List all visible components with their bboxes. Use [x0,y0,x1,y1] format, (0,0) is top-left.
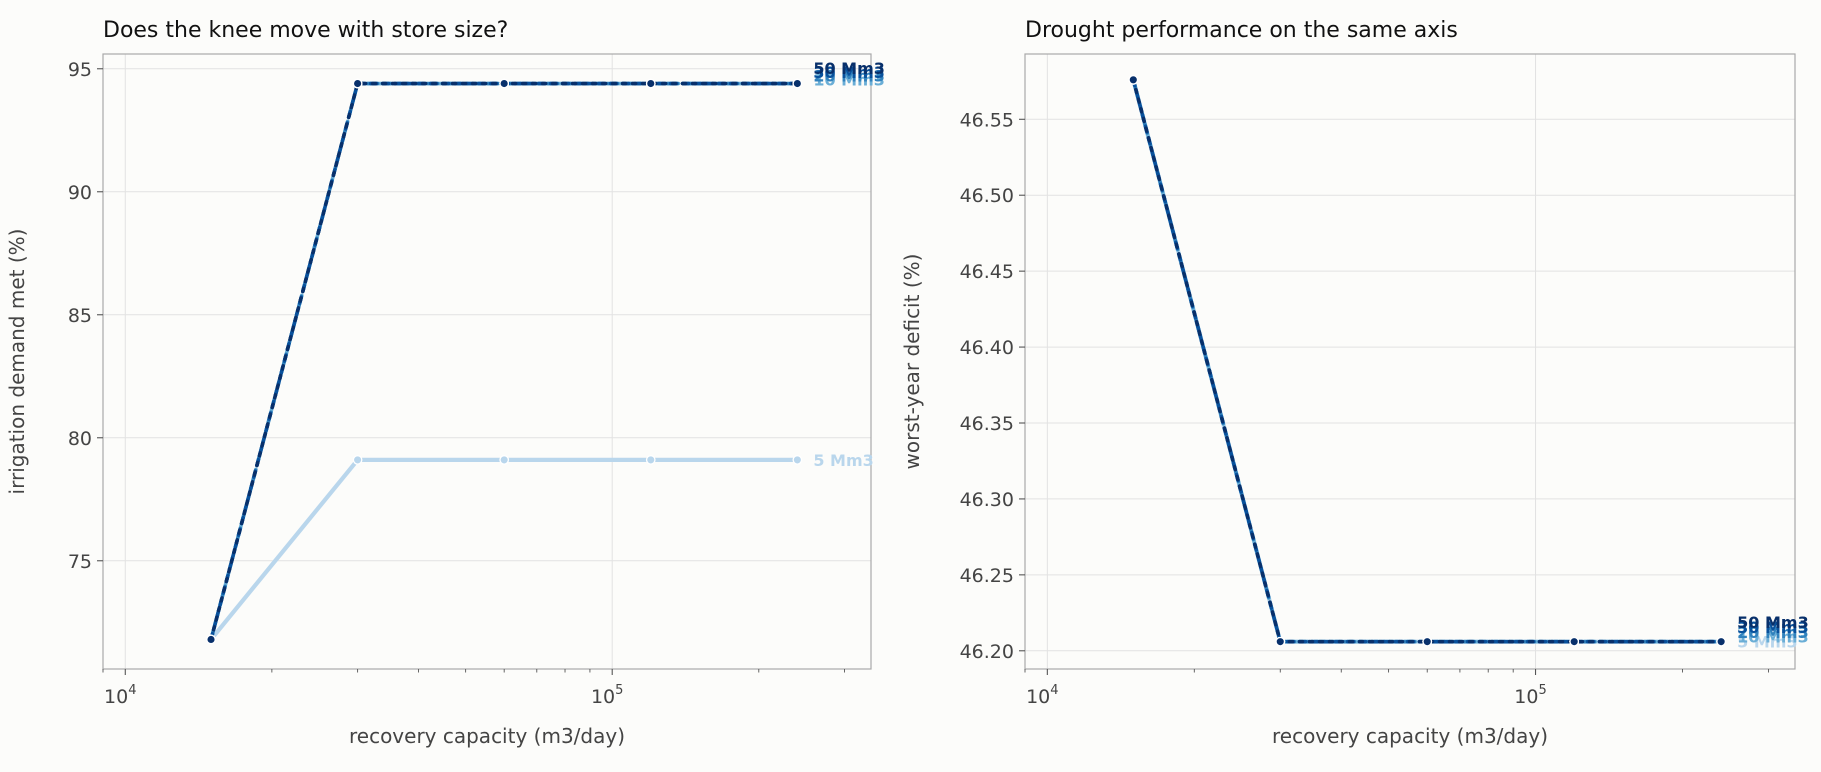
data-point [1275,636,1286,647]
series-line-50-mm3 [1131,78,1723,644]
y-axis-label: irrigation demand met (%) [5,229,29,495]
series-label: 10 Mm3 [1737,628,1809,647]
chart-panel-drought: 46.20 46.25 46.30 46.35 46.40 46.45 46.50 46.55… [900,18,1809,748]
x-tick-label: 104 [104,683,136,708]
y-tick-label: 46.40 [960,337,1014,359]
data-point [792,78,803,89]
x-tick-label: 105 [591,683,623,708]
data-point [645,78,656,89]
y-tick-label: 75 [68,551,92,573]
y-tick-label: 46.25 [960,565,1014,587]
x-axis: 104 105 [102,669,845,708]
data-point [499,455,510,465]
data-point [1569,636,1580,647]
series-group [1128,74,1727,647]
x-tick-label-base: 10 [591,686,615,708]
x-tick-label-base: 10 [104,686,128,708]
y-tick-label: 80 [68,428,92,450]
y-tick-label: 85 [68,305,92,327]
y-tick-label: 90 [68,182,92,204]
y-tick-label: 46.35 [960,413,1014,435]
plot-area [103,54,871,669]
axes-frame [1024,53,1796,670]
x-tick-label: 104 [1026,683,1058,708]
data-point [645,455,656,465]
chart-title: Drought performance on the same axis [1025,18,1458,43]
series-label: 20 Mm3 [1737,623,1809,642]
data-point [352,455,363,465]
series-label: 5 Mm3 [813,451,873,470]
y-tick-label: 95 [68,59,92,81]
data-point [1422,636,1433,647]
y-tick-label: 46.45 [960,261,1014,283]
series-group [206,78,803,645]
y-axis: 46.20 46.25 46.30 46.35 46.40 46.45 46.50 46.55 [960,109,1025,663]
y-axis: 75 80 85 90 95 [68,59,103,573]
x-tick-label-exponent: 5 [615,683,623,698]
x-axis-label: recovery capacity (m3/day) [1272,724,1548,748]
series-label: 30 Mm3 [813,63,885,82]
y-tick-label: 46.55 [960,109,1014,131]
series-label: 10 Mm3 [813,71,885,90]
chart-title: Does the knee move with store size? [103,18,508,43]
data-point [1716,636,1727,647]
x-tick-label-exponent: 5 [1538,683,1546,698]
data-point [792,455,803,465]
series-label: 50 Mm3 [813,59,885,78]
grid [1025,54,1795,669]
x-tick-label-exponent: 4 [1050,683,1058,698]
x-tick-label-exponent: 4 [128,683,136,698]
axes-frame [102,53,872,670]
y-tick-label: 46.20 [960,641,1014,663]
data-point [499,78,510,89]
x-tick-label-base: 10 [1514,686,1538,708]
data-point [206,634,216,645]
y-axis-label: worst-year deficit (%) [900,254,924,470]
series-label: 5 Mm3 [1737,633,1797,652]
series-label: 30 Mm3 [1737,618,1809,637]
x-tick-label: 105 [1514,683,1546,708]
data-point [1128,74,1139,85]
data-point [352,78,363,89]
grid [103,54,871,669]
plot-area [1025,54,1795,669]
x-tick-label-base: 10 [1026,686,1050,708]
x-axis: 104 105 [1024,669,1769,708]
series-label: 50 Mm3 [1737,613,1809,632]
series-label: 20 Mm3 [813,67,885,86]
x-axis-label: recovery capacity (m3/day) [349,724,625,748]
y-tick-label: 46.30 [960,489,1014,511]
y-tick-label: 46.50 [960,185,1014,207]
